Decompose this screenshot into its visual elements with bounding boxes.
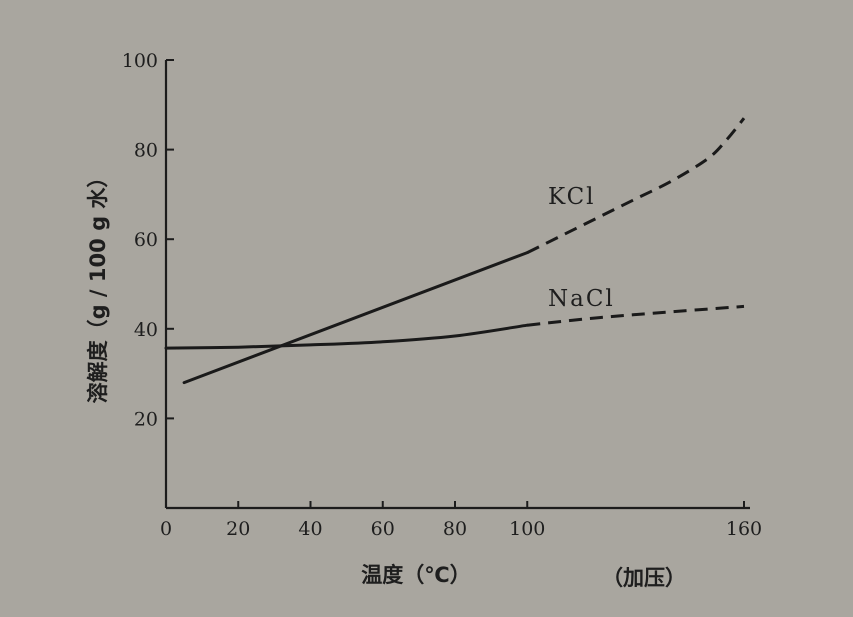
x-tick-label: 20: [226, 518, 250, 540]
plot-area: KCl NaCl: [164, 117, 746, 385]
y-tick-label: 20: [134, 408, 158, 430]
kcl-dashed-line: [526, 117, 746, 254]
x-tick-label: 100: [509, 518, 545, 540]
x-tick-label: 60: [371, 518, 395, 540]
x-axis-note: （加压）: [602, 566, 686, 590]
kcl-solid-line: [182, 251, 529, 385]
kcl-series-label: KCl: [548, 184, 596, 210]
x-tick-label: 80: [443, 518, 467, 540]
nacl-solid-line: [164, 323, 529, 350]
x-tick-label: 40: [298, 518, 322, 540]
y-tick-label: 60: [134, 229, 158, 251]
x-tick-label: 160: [726, 518, 762, 540]
nacl-series-label: NaCl: [548, 286, 615, 312]
y-tick-label: 80: [134, 140, 158, 162]
x-axis-title: 温度（℃）: [361, 563, 470, 587]
x-tick-label: 0: [160, 518, 172, 540]
y-tick-label: 40: [134, 319, 158, 341]
y-tick-label: 100: [122, 50, 158, 72]
ticks: 0 20 40 60 80 100 160 20 40 60 80 100: [122, 50, 762, 540]
axes: 0 20 40 60 80 100 160 20 40 60 80 100: [122, 50, 762, 540]
nacl-dashed-line: [527, 304, 745, 327]
y-axis-title: 溶解度（g / 100 g 水）: [86, 167, 110, 404]
